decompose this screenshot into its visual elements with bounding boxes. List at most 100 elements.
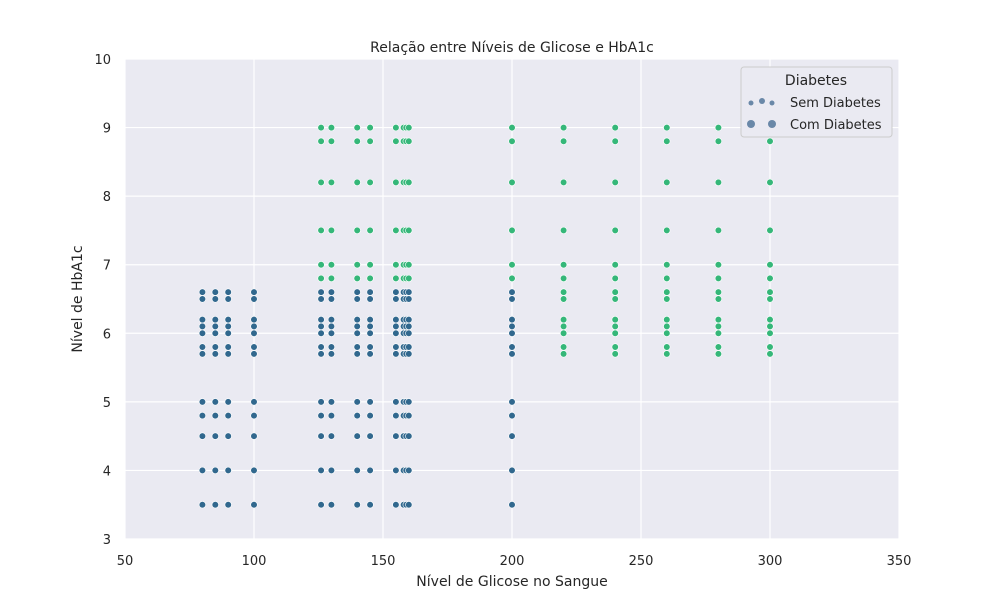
point-sem-diabetes	[405, 350, 413, 358]
point-sem-diabetes	[508, 343, 516, 351]
point-sem-diabetes	[405, 329, 413, 337]
point-sem-diabetes	[250, 315, 258, 324]
point-sem-diabetes	[224, 466, 232, 475]
point-sem-diabetes	[211, 350, 219, 358]
y-tick-label: 7	[103, 259, 111, 274]
point-com-diabetes	[611, 350, 619, 358]
legend-box	[740, 66, 893, 138]
point-sem-diabetes	[508, 411, 516, 420]
point-sem-diabetes	[508, 466, 516, 475]
point-sem-diabetes	[224, 288, 232, 296]
point-sem-diabetes	[366, 343, 374, 351]
point-com-diabetes	[766, 226, 774, 235]
point-com-diabetes	[559, 288, 568, 296]
point-sem-diabetes	[405, 343, 413, 351]
point-sem-diabetes	[353, 315, 361, 324]
point-sem-diabetes	[317, 432, 325, 440]
point-sem-diabetes	[405, 288, 413, 296]
point-com-diabetes	[317, 123, 325, 132]
point-com-diabetes	[663, 274, 671, 283]
point-com-diabetes	[405, 226, 413, 235]
point-sem-diabetes	[198, 329, 206, 337]
point-sem-diabetes	[317, 315, 325, 324]
point-sem-diabetes	[250, 432, 258, 440]
point-com-diabetes	[663, 178, 671, 187]
point-com-diabetes	[327, 274, 336, 283]
point-sem-diabetes	[366, 315, 374, 324]
point-sem-diabetes	[353, 350, 361, 358]
point-com-diabetes	[559, 322, 568, 331]
point-com-diabetes	[559, 226, 568, 235]
y-tick-label: 4	[103, 464, 111, 479]
point-com-diabetes	[353, 226, 361, 235]
point-sem-diabetes	[250, 322, 258, 331]
point-com-diabetes	[663, 288, 671, 296]
point-sem-diabetes	[224, 322, 232, 331]
point-com-diabetes	[353, 137, 361, 145]
point-sem-diabetes	[317, 398, 325, 406]
point-com-diabetes	[366, 226, 374, 235]
point-sem-diabetes	[392, 398, 400, 406]
point-com-diabetes	[366, 137, 374, 145]
x-tick-label: 200	[500, 554, 525, 569]
point-sem-diabetes	[317, 329, 325, 337]
point-sem-diabetes	[405, 411, 413, 420]
point-com-diabetes	[559, 329, 568, 337]
point-sem-diabetes	[366, 322, 374, 331]
point-sem-diabetes	[366, 288, 374, 296]
point-sem-diabetes	[198, 432, 206, 440]
point-sem-diabetes	[250, 398, 258, 406]
point-sem-diabetes	[392, 350, 400, 358]
point-sem-diabetes	[198, 501, 206, 509]
x-tick-label: 100	[242, 554, 267, 569]
point-com-diabetes	[766, 329, 774, 337]
point-com-diabetes	[611, 226, 619, 235]
point-com-diabetes	[611, 137, 619, 145]
point-sem-diabetes	[327, 343, 336, 351]
point-com-diabetes	[559, 295, 568, 303]
point-sem-diabetes	[198, 350, 206, 358]
point-sem-diabetes	[211, 343, 219, 351]
y-axis-ticks: 3 4 5 6 7 8 9 10	[94, 53, 111, 548]
point-com-diabetes	[327, 137, 336, 145]
y-tick-label: 6	[103, 327, 111, 342]
point-sem-diabetes	[317, 466, 325, 475]
point-sem-diabetes	[198, 466, 206, 475]
point-sem-diabetes	[198, 295, 206, 303]
point-com-diabetes	[508, 226, 516, 235]
legend: Diabetes Sem Diabetes Com Diabetes	[740, 66, 893, 138]
point-com-diabetes	[611, 123, 619, 132]
point-sem-diabetes	[224, 329, 232, 337]
point-com-diabetes	[317, 274, 325, 283]
point-sem-diabetes	[353, 398, 361, 406]
point-sem-diabetes	[317, 343, 325, 351]
point-sem-diabetes	[353, 322, 361, 331]
x-tick-label: 350	[887, 554, 912, 569]
point-com-diabetes	[766, 295, 774, 303]
point-sem-diabetes	[327, 398, 336, 406]
point-com-diabetes	[714, 343, 723, 351]
point-sem-diabetes	[211, 315, 219, 324]
point-com-diabetes	[663, 226, 671, 235]
point-sem-diabetes	[211, 432, 219, 440]
point-sem-diabetes	[198, 322, 206, 331]
point-sem-diabetes	[508, 432, 516, 440]
point-com-diabetes	[317, 261, 325, 269]
point-sem-diabetes	[224, 411, 232, 420]
point-sem-diabetes	[405, 432, 413, 440]
point-sem-diabetes	[392, 466, 400, 475]
point-sem-diabetes	[317, 295, 325, 303]
point-sem-diabetes	[353, 329, 361, 337]
point-com-diabetes	[405, 137, 413, 145]
point-sem-diabetes	[508, 329, 516, 337]
x-tick-label: 50	[117, 554, 134, 569]
point-sem-diabetes	[366, 398, 374, 406]
point-sem-diabetes	[353, 432, 361, 440]
point-com-diabetes	[714, 329, 723, 337]
point-com-diabetes	[663, 343, 671, 351]
point-com-diabetes	[559, 343, 568, 351]
point-com-diabetes	[766, 261, 774, 269]
point-com-diabetes	[663, 350, 671, 358]
point-com-diabetes	[508, 137, 516, 145]
legend-title: Diabetes	[785, 73, 847, 89]
